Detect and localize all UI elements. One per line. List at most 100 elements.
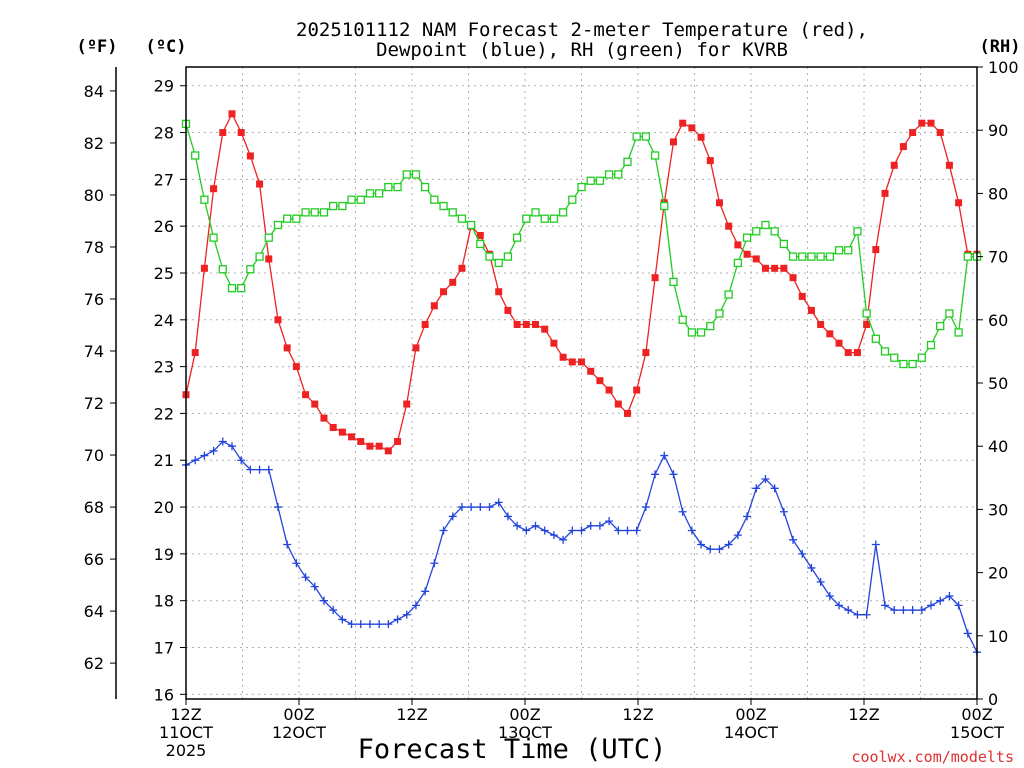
- time-tick-label: 11OCT: [159, 723, 213, 742]
- relative-humidity-point: [512, 233, 522, 242]
- time-tick-label: 2025: [166, 741, 207, 760]
- temperature-point: [890, 161, 898, 169]
- dewpoint-point: [301, 573, 310, 582]
- dewpoint-point: [816, 577, 825, 586]
- dewpoint-point: [761, 474, 770, 483]
- temperature-point: [734, 241, 742, 249]
- dewpoint-point: [467, 503, 476, 512]
- relative-humidity-point: [779, 239, 788, 249]
- fahrenheit-tick-label: 68: [84, 498, 104, 517]
- dewpoint-point: [347, 620, 356, 629]
- dewpoint-point: [779, 507, 788, 516]
- temperature-point: [256, 180, 264, 188]
- celsius-tick-label: 26: [154, 217, 174, 236]
- temperature-point: [311, 400, 319, 408]
- fahrenheit-tick-label: 76: [84, 290, 104, 309]
- x-axis-title: Forecast Time (UTC): [358, 734, 667, 765]
- relative-humidity-point: [292, 214, 301, 223]
- relative-humidity-point: [770, 227, 779, 236]
- dewpoint-point: [531, 521, 540, 530]
- fahrenheit-tick-label: 74: [84, 342, 104, 361]
- temperature-point: [669, 138, 677, 146]
- relative-humidity-point: [568, 195, 577, 204]
- relative-humidity-point: [191, 151, 200, 160]
- time-tick-label: 14OCT: [724, 723, 778, 742]
- temperature-point: [881, 189, 889, 197]
- relative-humidity-point: [687, 328, 697, 337]
- relative-humidity-point: [742, 233, 752, 242]
- rh-tick-label: 20: [988, 564, 1008, 583]
- dewpoint-point: [375, 620, 384, 629]
- rh-tick-label: 80: [988, 184, 1008, 203]
- dewpoint-point: [549, 531, 558, 540]
- dewpoint-point: [890, 606, 899, 615]
- fahrenheit-tick-label: 84: [84, 82, 104, 101]
- temperature-point: [559, 353, 567, 361]
- temperature-point: [458, 264, 466, 272]
- y-axis-celsius-label: (ºC): [146, 37, 187, 57]
- relative-humidity-point: [531, 208, 540, 217]
- dewpoint-point: [476, 503, 485, 512]
- relative-humidity-point: [788, 252, 798, 261]
- temperature-point: [219, 129, 227, 137]
- dewpoint-point: [724, 540, 733, 549]
- relative-humidity-point: [476, 239, 485, 249]
- relative-humidity-point: [954, 328, 963, 337]
- temperature-point: [706, 157, 714, 165]
- temperature-point: [200, 264, 208, 272]
- temperature-point: [348, 433, 356, 441]
- time-tick-label: 12Z: [396, 705, 427, 724]
- dewpoint-point: [595, 521, 604, 530]
- relative-humidity-point: [752, 227, 761, 236]
- relative-humidity-point: [917, 353, 926, 362]
- dewpoint-point: [457, 503, 466, 512]
- dewpoint-point: [687, 526, 696, 535]
- relative-humidity-point: [604, 170, 614, 179]
- temperature-point: [844, 349, 852, 357]
- dewpoint-point: [899, 606, 908, 615]
- relative-humidity-point: [237, 284, 246, 293]
- rh-tick-label: 10: [988, 627, 1008, 646]
- relative-humidity-point: [715, 309, 724, 318]
- temperature-point: [246, 152, 254, 160]
- temperature-point: [596, 377, 604, 385]
- temperature-point: [936, 129, 944, 137]
- temperature-point: [688, 124, 696, 132]
- dewpoint-point: [881, 601, 890, 610]
- credit-text: coolwx.com/modelts: [851, 748, 1014, 766]
- relative-humidity-point: [834, 246, 844, 255]
- temperature-point: [228, 110, 236, 118]
- relative-humidity-point: [301, 208, 310, 217]
- celsius-tick-label: 27: [154, 170, 174, 189]
- dewpoint-point: [237, 456, 246, 465]
- temperature-point: [329, 423, 337, 431]
- temperature-point: [697, 133, 705, 141]
- relative-humidity-point: [669, 277, 678, 287]
- celsius-tick-label: 28: [154, 124, 174, 143]
- chart-title-line1: 2025101112 NAM Forecast 2-meter Temperat…: [296, 19, 868, 41]
- celsius-tick-label: 20: [154, 498, 174, 517]
- temperature-point: [909, 129, 917, 137]
- dewpoint-point: [218, 437, 227, 446]
- fahrenheit-tick-label: 70: [84, 446, 104, 465]
- relative-humidity-point: [696, 328, 706, 337]
- dewpoint-point: [503, 512, 512, 521]
- dewpoint-point: [605, 517, 614, 526]
- celsius-tick-label: 25: [154, 264, 174, 283]
- dewpoint-point: [292, 559, 301, 568]
- relative-humidity-point: [632, 132, 641, 141]
- temperature-point: [623, 409, 631, 417]
- time-tick-label: 13OCT: [498, 723, 552, 742]
- temperature-point: [899, 143, 907, 151]
- temperature-point: [918, 119, 926, 127]
- relative-humidity-point: [209, 233, 218, 242]
- relative-humidity-point: [549, 214, 559, 223]
- relative-humidity-point: [264, 233, 273, 242]
- dewpoint-point: [273, 503, 282, 512]
- temperature-point: [679, 119, 687, 127]
- relative-humidity-point: [844, 246, 853, 255]
- fahrenheit-tick-label: 72: [84, 394, 104, 413]
- dewpoint-point: [568, 526, 577, 535]
- fahrenheit-tick-label: 62: [84, 654, 104, 673]
